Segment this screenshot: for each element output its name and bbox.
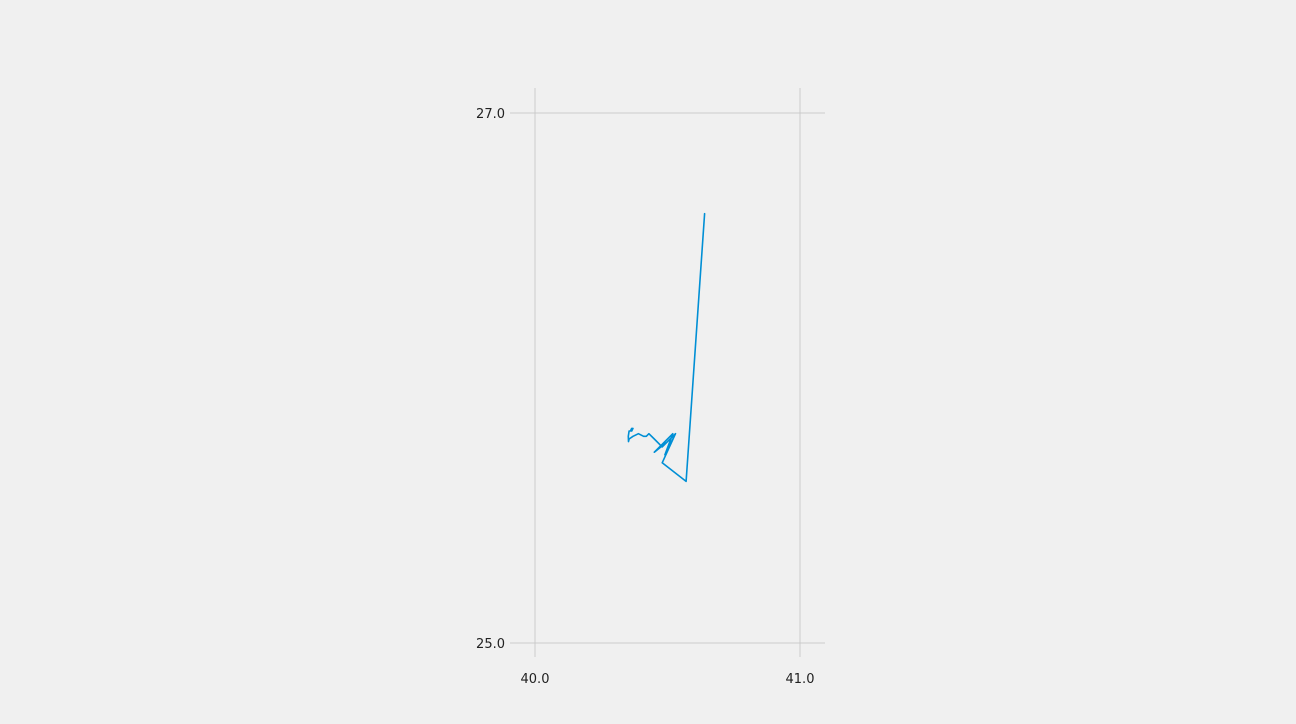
x-tick-label: 41.0 xyxy=(786,672,815,687)
series-line xyxy=(627,212,706,483)
tick-labels: 40.0 41.0 25.0 27.0 xyxy=(476,107,814,687)
grid xyxy=(510,88,825,657)
x-tick-label: 40.0 xyxy=(521,672,550,687)
series-layer xyxy=(627,212,706,483)
y-tick-label: 27.0 xyxy=(476,107,505,122)
y-tick-label: 25.0 xyxy=(476,637,505,652)
